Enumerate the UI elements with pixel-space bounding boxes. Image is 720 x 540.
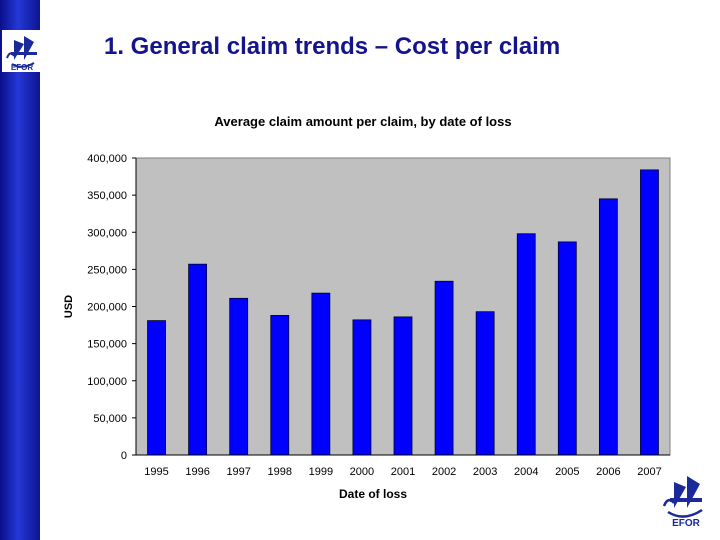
bar-2006 — [598, 198, 618, 456]
x-tick-label: 1996 — [185, 466, 209, 478]
y-tick-label: 300,000 — [87, 227, 127, 239]
x-tick-label: 1997 — [226, 466, 250, 478]
efor-logo-bottom: EFOR — [660, 470, 708, 529]
x-tick-label: 2002 — [432, 466, 456, 478]
bar-2005 — [557, 241, 577, 456]
chart-title: Average claim amount per claim, by date … — [214, 114, 511, 129]
x-axis-label: Date of loss — [339, 487, 407, 501]
y-tick-label: 150,000 — [87, 339, 127, 351]
x-axis: 1995 1996 1997 1998 1999 2000 2001 2002 2003 2004… — [136, 454, 670, 478]
x-tick-label: 2001 — [391, 466, 415, 478]
bar-1999 — [311, 292, 331, 456]
ship-logo-icon: EFOR — [662, 476, 703, 529]
bar-2007 — [640, 169, 659, 456]
efor-logo: EFOR — [2, 30, 42, 72]
x-tick-label: 1995 — [144, 466, 168, 478]
x-tick-label: 1999 — [309, 466, 333, 478]
bars — [147, 169, 659, 456]
logo-text: EFOR — [672, 518, 701, 528]
bar-2001 — [393, 316, 413, 456]
x-tick-label: 2000 — [350, 466, 374, 478]
bar-1998 — [270, 315, 290, 456]
x-tick-label: 2006 — [596, 466, 620, 478]
y-tick-label: 250,000 — [87, 264, 127, 276]
logo-text: EFOR — [11, 63, 33, 72]
bar-2002 — [434, 280, 454, 456]
bar-2004 — [516, 233, 536, 456]
bar-1995 — [147, 320, 166, 456]
y-tick-label: 100,000 — [87, 376, 127, 388]
bar-chart: Average claim amount per claim, by date … — [63, 114, 671, 501]
bar-2000 — [352, 319, 372, 456]
y-tick-label: 200,000 — [87, 302, 127, 314]
y-axis: 0 50,000 100,000 150,000 200,000 250,000 300,0… — [87, 153, 137, 462]
ship-logo-icon: EFOR — [6, 36, 37, 72]
bar-2003 — [475, 311, 495, 456]
bar-1997 — [229, 297, 249, 456]
bar-1996 — [188, 263, 208, 456]
x-tick-label: 2004 — [514, 466, 538, 478]
x-tick-label: 1998 — [268, 466, 292, 478]
y-axis-label: USD — [63, 295, 75, 318]
y-tick-label: 50,000 — [93, 413, 127, 425]
x-tick-label: 2007 — [637, 466, 661, 478]
y-tick-label: 400,000 — [87, 153, 127, 165]
x-tick-label: 2003 — [473, 466, 497, 478]
y-tick-label: 350,000 — [87, 190, 127, 202]
y-tick-label: 0 — [121, 450, 127, 462]
slide-title: 1. General claim trends – Cost per claim — [104, 33, 561, 60]
side-bar — [0, 0, 40, 540]
x-tick-label: 2005 — [555, 466, 579, 478]
